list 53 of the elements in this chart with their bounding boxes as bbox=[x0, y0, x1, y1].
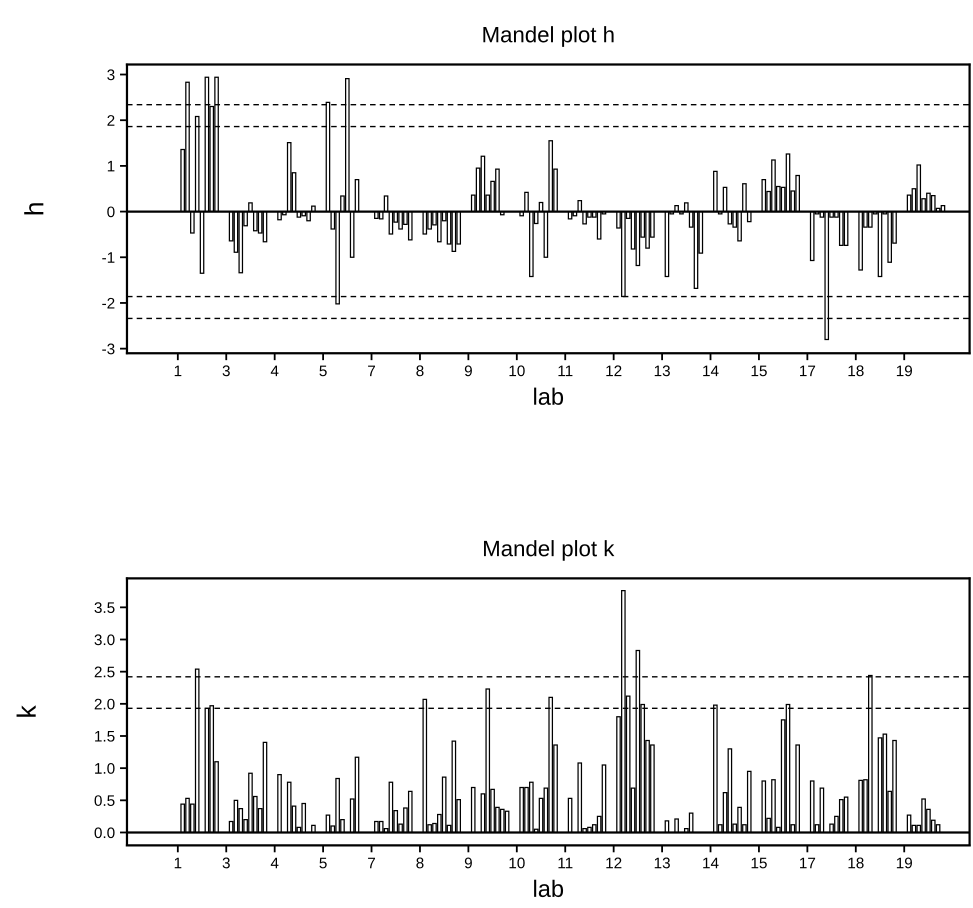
x-tick-label: 17 bbox=[800, 858, 816, 868]
x-tick-label: 15 bbox=[752, 366, 767, 376]
y-tick-label: 1.5 bbox=[95, 731, 115, 742]
x-tick-label: 9 bbox=[464, 365, 472, 376]
x-tick-label: 13 bbox=[654, 858, 670, 868]
x-tick-label: 18 bbox=[848, 365, 864, 376]
chart-title: Mandel plot h bbox=[483, 26, 614, 47]
y-tick-label: -3 bbox=[102, 344, 114, 354]
x-tick-label: 4 bbox=[270, 858, 278, 868]
y-tick-label: 3 bbox=[107, 69, 114, 80]
x-tick-label: 11 bbox=[558, 366, 572, 376]
y-tick-label: 0.0 bbox=[94, 827, 115, 838]
y-tick-label: 2.5 bbox=[94, 666, 115, 678]
y-tick-label: 0 bbox=[107, 206, 115, 218]
x-tick-label: 9 bbox=[464, 858, 472, 868]
x-tick-label: 12 bbox=[606, 858, 622, 868]
y-tick-label: 3.5 bbox=[94, 602, 115, 614]
y-axis-title: k bbox=[16, 705, 36, 717]
chart-title: Mandel plot k bbox=[484, 540, 614, 561]
y-tick-label: 3.0 bbox=[94, 634, 115, 646]
x-tick-label: 15 bbox=[752, 858, 767, 868]
x-tick-label: 7 bbox=[368, 366, 376, 376]
x-tick-label: 8 bbox=[416, 858, 424, 868]
y-axis-title: h bbox=[24, 203, 44, 214]
y-tick-label: 2 bbox=[107, 115, 114, 126]
y-tick-label: -1 bbox=[102, 252, 114, 263]
y-tick-label: 1 bbox=[108, 160, 114, 172]
x-tick-label: 3 bbox=[222, 365, 230, 376]
x-tick-label: 14 bbox=[703, 366, 719, 376]
x-tick-label: 17 bbox=[800, 366, 816, 376]
y-tick-label: -2 bbox=[102, 298, 114, 308]
y-tick-label: 1.0 bbox=[95, 763, 115, 774]
x-tick-label: 11 bbox=[558, 858, 572, 868]
x-tick-label: 3 bbox=[222, 858, 230, 868]
x-tick-label: 14 bbox=[703, 858, 719, 868]
x-tick-label: 10 bbox=[509, 858, 525, 868]
x-tick-label: 8 bbox=[416, 365, 424, 376]
x-tick-label: 19 bbox=[896, 365, 912, 376]
y-tick-label: 0.5 bbox=[94, 795, 115, 806]
x-tick-label: 12 bbox=[606, 365, 622, 376]
x-tick-label: 18 bbox=[848, 858, 864, 868]
x-axis-title: lab bbox=[534, 880, 564, 898]
x-tick-label: 10 bbox=[509, 365, 525, 376]
x-tick-label: 1 bbox=[174, 858, 182, 868]
x-tick-label: 1 bbox=[174, 366, 182, 376]
x-tick-label: 7 bbox=[368, 858, 376, 868]
x-tick-label: 5 bbox=[319, 858, 327, 868]
x-axis-title: lab bbox=[534, 388, 564, 405]
x-tick-label: 13 bbox=[654, 365, 670, 376]
y-tick-label: 2.0 bbox=[94, 698, 115, 710]
x-tick-label: 19 bbox=[896, 858, 912, 868]
x-tick-label: 5 bbox=[319, 366, 327, 376]
x-tick-label: 4 bbox=[270, 366, 278, 376]
